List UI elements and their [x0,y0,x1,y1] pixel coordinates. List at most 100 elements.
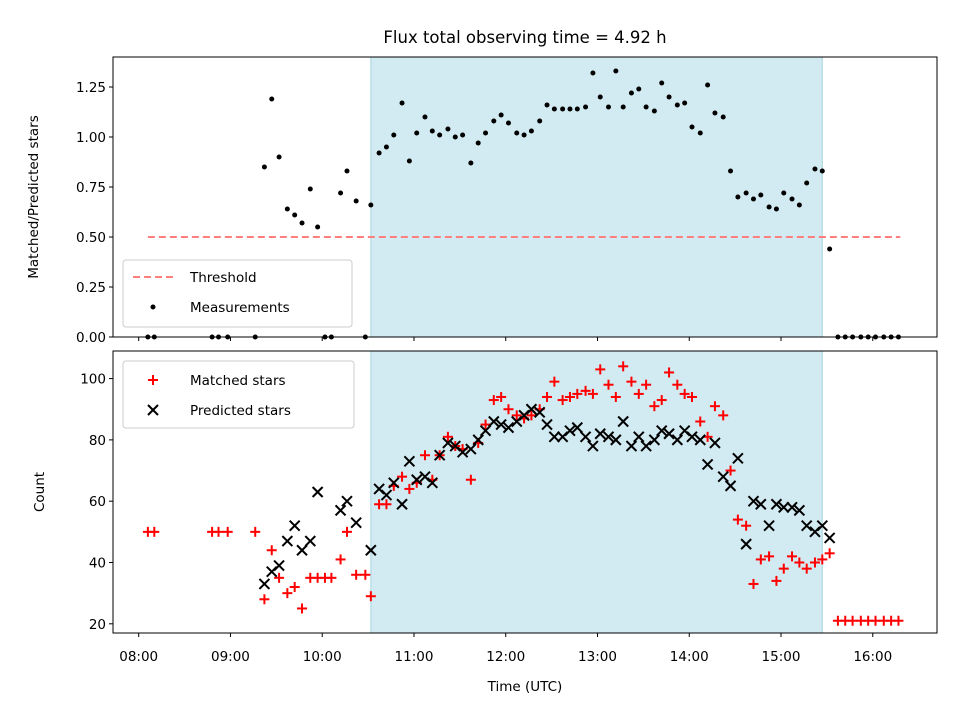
y-tick-label: 60 [89,494,106,510]
measurement-point [284,206,290,212]
matched-star-point [893,615,904,626]
legend-x-marker [147,404,159,416]
predicted-star-point [258,578,271,590]
matched-star-point [626,376,637,387]
ratio-y-axis-label: Matched/Predicted stars [26,115,42,278]
matched-star-point [213,526,224,537]
predicted-star-point [778,501,790,514]
matched-star-point [503,404,514,415]
x-tick-label: 15:00 [762,649,801,665]
predicted-star-point [564,424,576,437]
matched-star-point [709,401,720,412]
predicted-star-point [365,544,377,556]
matched-star-point [465,474,476,485]
measurement-point [338,190,344,196]
measurement-point [414,130,420,136]
matched-star-point [641,379,652,390]
y-tick-label: 80 [89,433,106,449]
predicted-star-point [502,421,515,434]
measurement-point [574,106,580,112]
matched-star-point [222,526,233,537]
predicted-star-point [724,480,737,492]
matched-star-point [755,554,766,565]
predicted-star-point [747,495,760,507]
predicted-star-point [411,474,423,486]
measurement-point [391,132,397,138]
predicted-star-point [350,516,362,529]
predicted-star-point [456,446,469,458]
predicted-star-point [656,424,668,437]
matched-star-point [778,563,789,574]
predicted-star-point [479,424,492,437]
measurement-point [406,158,412,164]
matched-star-point [542,391,553,402]
measurement-point [773,206,779,212]
time-x-ticks: 08:00 09:00 10:00 11:00 12:00 13:00 14:00 15:00… [119,633,892,665]
legend-threshold-label: Threshold [189,270,257,286]
measurement-point [560,106,566,112]
measurement-point [735,194,741,200]
matched-star-point [250,526,261,537]
matched-star-point [397,471,408,482]
measurement-point [705,82,711,88]
measurement-point [505,120,511,126]
y-tick-label: 1.25 [76,80,106,96]
measurement-point [292,212,298,218]
matched-star-point [794,557,805,568]
measurement-point [827,246,833,252]
matched-star-point [771,575,782,586]
y-tick-label: 40 [89,556,106,572]
measurement-point [743,190,749,196]
predicted-star-point [633,431,645,443]
matched-star-point [381,499,392,510]
predicted-stars-points [258,403,836,590]
measurement-point [728,168,734,174]
matched-star-point [824,548,835,559]
measurement-point [537,118,543,124]
predicted-star-point [770,498,783,510]
matched-star-point [326,572,337,583]
x-tick-label: 11:00 [395,649,434,665]
predicted-star-point [823,532,836,544]
measurement-point [606,104,612,110]
predicted-star-point [671,434,684,446]
predicted-star-point [472,434,484,446]
matched-star-point [649,401,660,412]
matched-star-point [149,526,160,537]
measurement-point [445,126,451,132]
matched-star-point [656,395,667,406]
measurement-point [789,196,795,202]
measurement-point [682,100,688,106]
measurement-point [344,168,350,174]
predicted-star-point [465,443,477,455]
matched-star-point [289,582,300,593]
matched-star-point [603,379,614,390]
predicted-star-point [793,504,806,517]
predicted-star-point [763,520,775,532]
matched-star-point [564,391,575,402]
predicted-star-point [296,544,308,556]
legend-measurements-label: Measurements [190,300,290,316]
x-tick-label: 16:00 [853,649,892,665]
measurement-point [261,164,267,170]
legend-plus-marker [148,375,158,385]
ratio-x-ticks [138,337,874,341]
measurement-point [491,118,497,124]
predicted-star-point [610,434,622,446]
measurement-point [315,224,321,230]
measurement-point [521,132,527,138]
y-tick-label: 0.75 [76,180,106,196]
x-tick-label: 12:00 [486,649,525,665]
observing-window-shade [370,350,823,634]
y-tick-label: 20 [89,617,106,633]
count-y-axis-label: Count [32,472,48,512]
ratio-panel: 0.00 0.25 0.50 0.75 1.00 1.25 Flux total obse… [26,28,938,346]
matched-star-point [718,410,729,421]
measurement-point [551,106,557,112]
measurement-point [276,154,282,160]
predicted-star-point [602,431,615,443]
measurement-point [437,132,443,138]
predicted-star-point [426,477,439,489]
matched-star-point [580,385,591,396]
